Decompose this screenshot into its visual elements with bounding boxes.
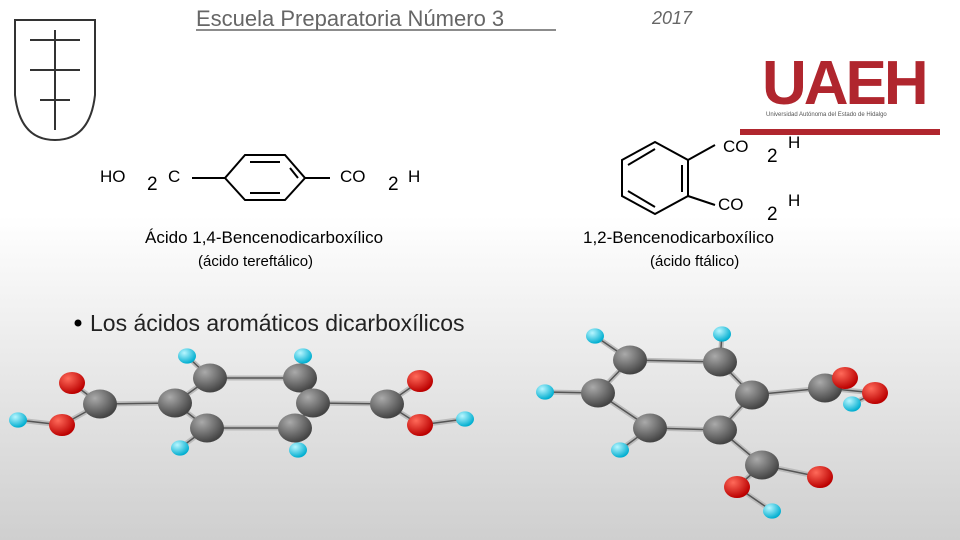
atom	[703, 347, 737, 377]
atom	[283, 363, 317, 393]
formula-subscript: 2	[767, 146, 778, 167]
formula-part: H	[788, 133, 800, 152]
bullet-text: Los ácidos aromáticos dicarboxílicos	[90, 310, 465, 336]
atom	[456, 411, 474, 427]
atom	[633, 413, 667, 443]
atom	[59, 371, 85, 395]
molecule-models	[9, 326, 888, 519]
atom	[296, 388, 330, 418]
atom	[178, 348, 196, 364]
formula-subscript: 2	[147, 174, 158, 195]
atom	[586, 328, 604, 344]
atom	[745, 450, 779, 480]
atom	[703, 415, 737, 445]
atom	[193, 363, 227, 393]
atom	[9, 412, 27, 428]
atom	[807, 465, 833, 489]
atom	[158, 388, 192, 418]
atom	[49, 413, 75, 437]
header-title: Escuela Preparatoria Número 3	[196, 6, 504, 31]
benzene-structures	[192, 140, 716, 216]
atom	[83, 389, 117, 419]
atom	[190, 413, 224, 443]
school-emblem	[14, 19, 96, 142]
logo-name: Universidad Autónoma del Estado de Hidal…	[766, 112, 887, 118]
atom	[536, 384, 554, 400]
formula-part: CO	[340, 167, 366, 186]
atom	[724, 475, 750, 499]
atom	[278, 413, 312, 443]
formula-part: HO	[100, 167, 126, 186]
atom	[862, 381, 888, 405]
atom	[294, 348, 312, 364]
atom	[843, 396, 861, 412]
atom	[171, 440, 189, 456]
atom	[832, 366, 858, 390]
atom	[611, 442, 629, 458]
formula-part: H	[408, 167, 420, 186]
header-year: 2017	[651, 8, 693, 28]
compound-name: Ácido 1,4-Bencenodicarboxílico	[145, 228, 383, 247]
atom	[735, 380, 769, 410]
atom	[289, 442, 307, 458]
logo-bar	[740, 129, 940, 135]
bullet-mark	[74, 319, 82, 327]
formula-subscript: 2	[388, 174, 399, 195]
compound-name: 1,2-Bencenodicarboxílico	[583, 228, 774, 247]
formula-subscript: 2	[767, 204, 778, 225]
logo-acronym: UAEH	[762, 49, 926, 118]
compound-common-name: (ácido ftálico)	[650, 253, 739, 270]
atom	[581, 378, 615, 408]
atom	[613, 345, 647, 375]
formula-part: C	[168, 167, 180, 186]
atom	[370, 389, 404, 419]
atom	[713, 326, 731, 342]
atom	[407, 369, 433, 393]
formula-part: CO	[718, 195, 744, 214]
compound-common-name: (ácido tereftálico)	[198, 253, 313, 270]
formula-part: CO	[723, 137, 749, 156]
atom	[407, 413, 433, 437]
atom	[763, 503, 781, 519]
formula-part: H	[788, 191, 800, 210]
